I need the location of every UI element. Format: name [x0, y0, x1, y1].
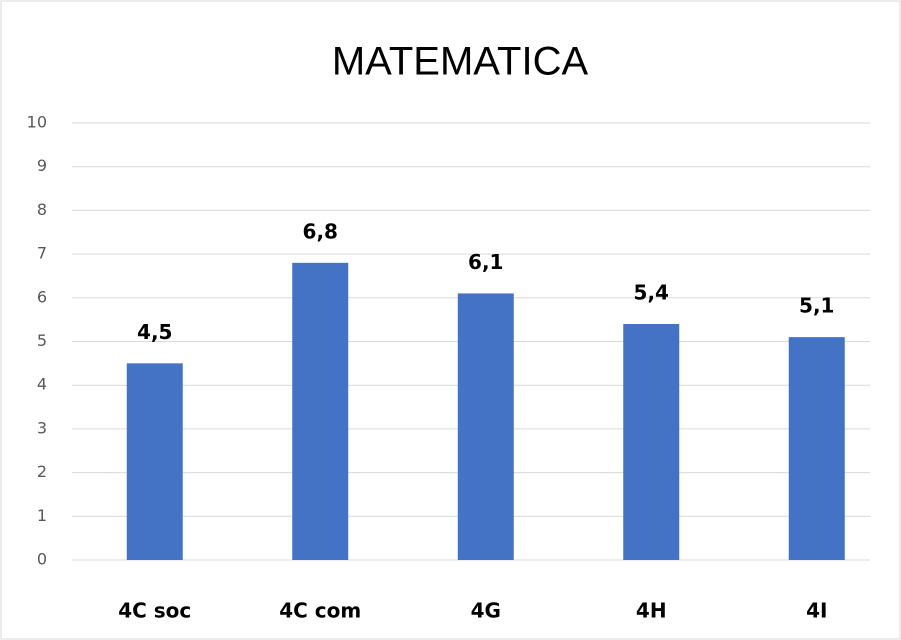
y-tick-label: 0 [37, 550, 47, 569]
y-tick-label: 4 [37, 375, 47, 394]
bar [457, 293, 514, 560]
value-label: 4,5 [137, 320, 172, 344]
x-tick-label: 4C com [279, 599, 361, 623]
y-tick-label: 8 [37, 200, 47, 219]
x-tick-label: 4H [636, 599, 667, 623]
y-tick-label: 7 [37, 244, 47, 263]
value-label: 6,8 [303, 219, 338, 243]
bar [126, 363, 183, 560]
y-tick-label: 5 [37, 331, 47, 350]
y-tick-label: 1 [37, 506, 47, 525]
y-tick-label: 6 [37, 287, 47, 306]
x-tick-label: 4G [471, 599, 501, 623]
y-tick-label: 9 [37, 156, 47, 175]
bar [788, 337, 845, 560]
y-tick-label: 10 [27, 113, 47, 132]
x-tick-label: 4I [806, 599, 827, 623]
x-tick-label: 4C soc [118, 599, 191, 623]
bar [292, 262, 349, 560]
y-tick-label: 3 [37, 418, 47, 437]
y-tick-label: 2 [37, 462, 47, 481]
bar [623, 324, 680, 560]
chart-title: MATEMATICA [332, 40, 589, 84]
value-label: 5,1 [799, 294, 834, 318]
value-label: 5,4 [634, 281, 669, 305]
value-label: 6,1 [468, 250, 503, 274]
